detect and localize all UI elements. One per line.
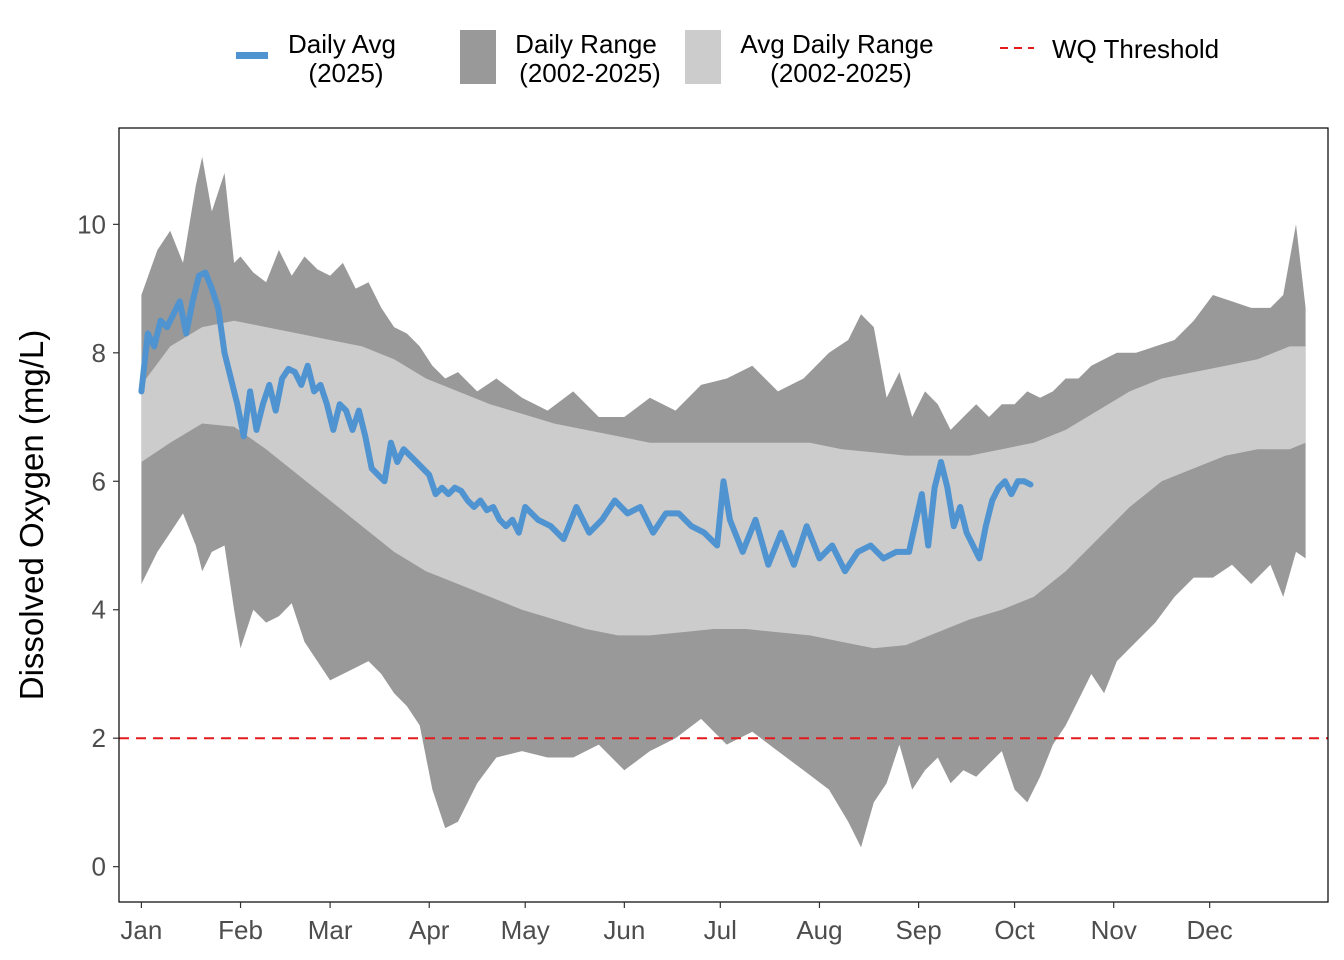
y-tick-label: 0 (92, 852, 106, 882)
x-tick-label: Jan (120, 915, 162, 945)
x-tick-label: Oct (994, 915, 1035, 945)
x-tick-label: Aug (796, 915, 842, 945)
y-axis: 0 2 4 6 8 10 (77, 209, 119, 882)
x-tick-label: Jun (603, 915, 645, 945)
x-tick-label: Sep (895, 915, 941, 945)
legend-entry-wq-threshold: WQ Threshold (1000, 34, 1219, 64)
y-axis-title: Dissolved Oxygen (mg/L) (13, 330, 50, 700)
x-tick-label: Nov (1091, 915, 1137, 945)
legend-swatch-daily-avg (236, 52, 268, 59)
x-tick-label: Dec (1187, 915, 1233, 945)
legend-label-daily-avg-line2: (2025) (308, 58, 383, 88)
plot-border (118, 127, 1329, 903)
legend-swatch-daily-range (460, 30, 496, 84)
y-tick-label: 2 (92, 723, 106, 753)
legend-entry-daily-avg: Daily Avg (2025) (236, 29, 396, 88)
y-tick-label: 4 (92, 595, 106, 625)
legend-label-daily-avg-line1: Daily Avg (288, 29, 396, 59)
legend-label-avg-daily-range-line2: (2002-2025) (770, 58, 912, 88)
plot-area (118, 127, 1329, 903)
legend-label-avg-daily-range-line1: Avg Daily Range (740, 29, 933, 59)
y-tick-label: 6 (92, 466, 106, 496)
x-axis: Jan Feb Mar Apr May Jun Jul Aug Sep Oct Nov Dec (120, 902, 1233, 945)
legend-label-daily-range-line1: Daily Range (515, 29, 657, 59)
legend: Daily Avg (2025) Daily Range (2002-2025)… (236, 29, 1219, 88)
x-tick-label: Feb (218, 915, 263, 945)
legend-swatch-avg-daily-range (685, 30, 721, 84)
x-tick-label: Mar (308, 915, 353, 945)
y-tick-label: 8 (92, 338, 106, 368)
x-tick-label: Jul (704, 915, 737, 945)
y-tick-label: 10 (77, 209, 106, 239)
daily-avg-2025-line (138, 269, 1034, 575)
x-tick-label: Apr (409, 915, 450, 945)
x-tick-label: May (501, 915, 550, 945)
legend-label-wq-threshold: WQ Threshold (1052, 34, 1219, 64)
legend-entry-avg-daily-range: Avg Daily Range (2002-2025) (685, 29, 934, 88)
legend-label-daily-range-line2: (2002-2025) (519, 58, 661, 88)
legend-entry-daily-range: Daily Range (2002-2025) (460, 29, 661, 88)
